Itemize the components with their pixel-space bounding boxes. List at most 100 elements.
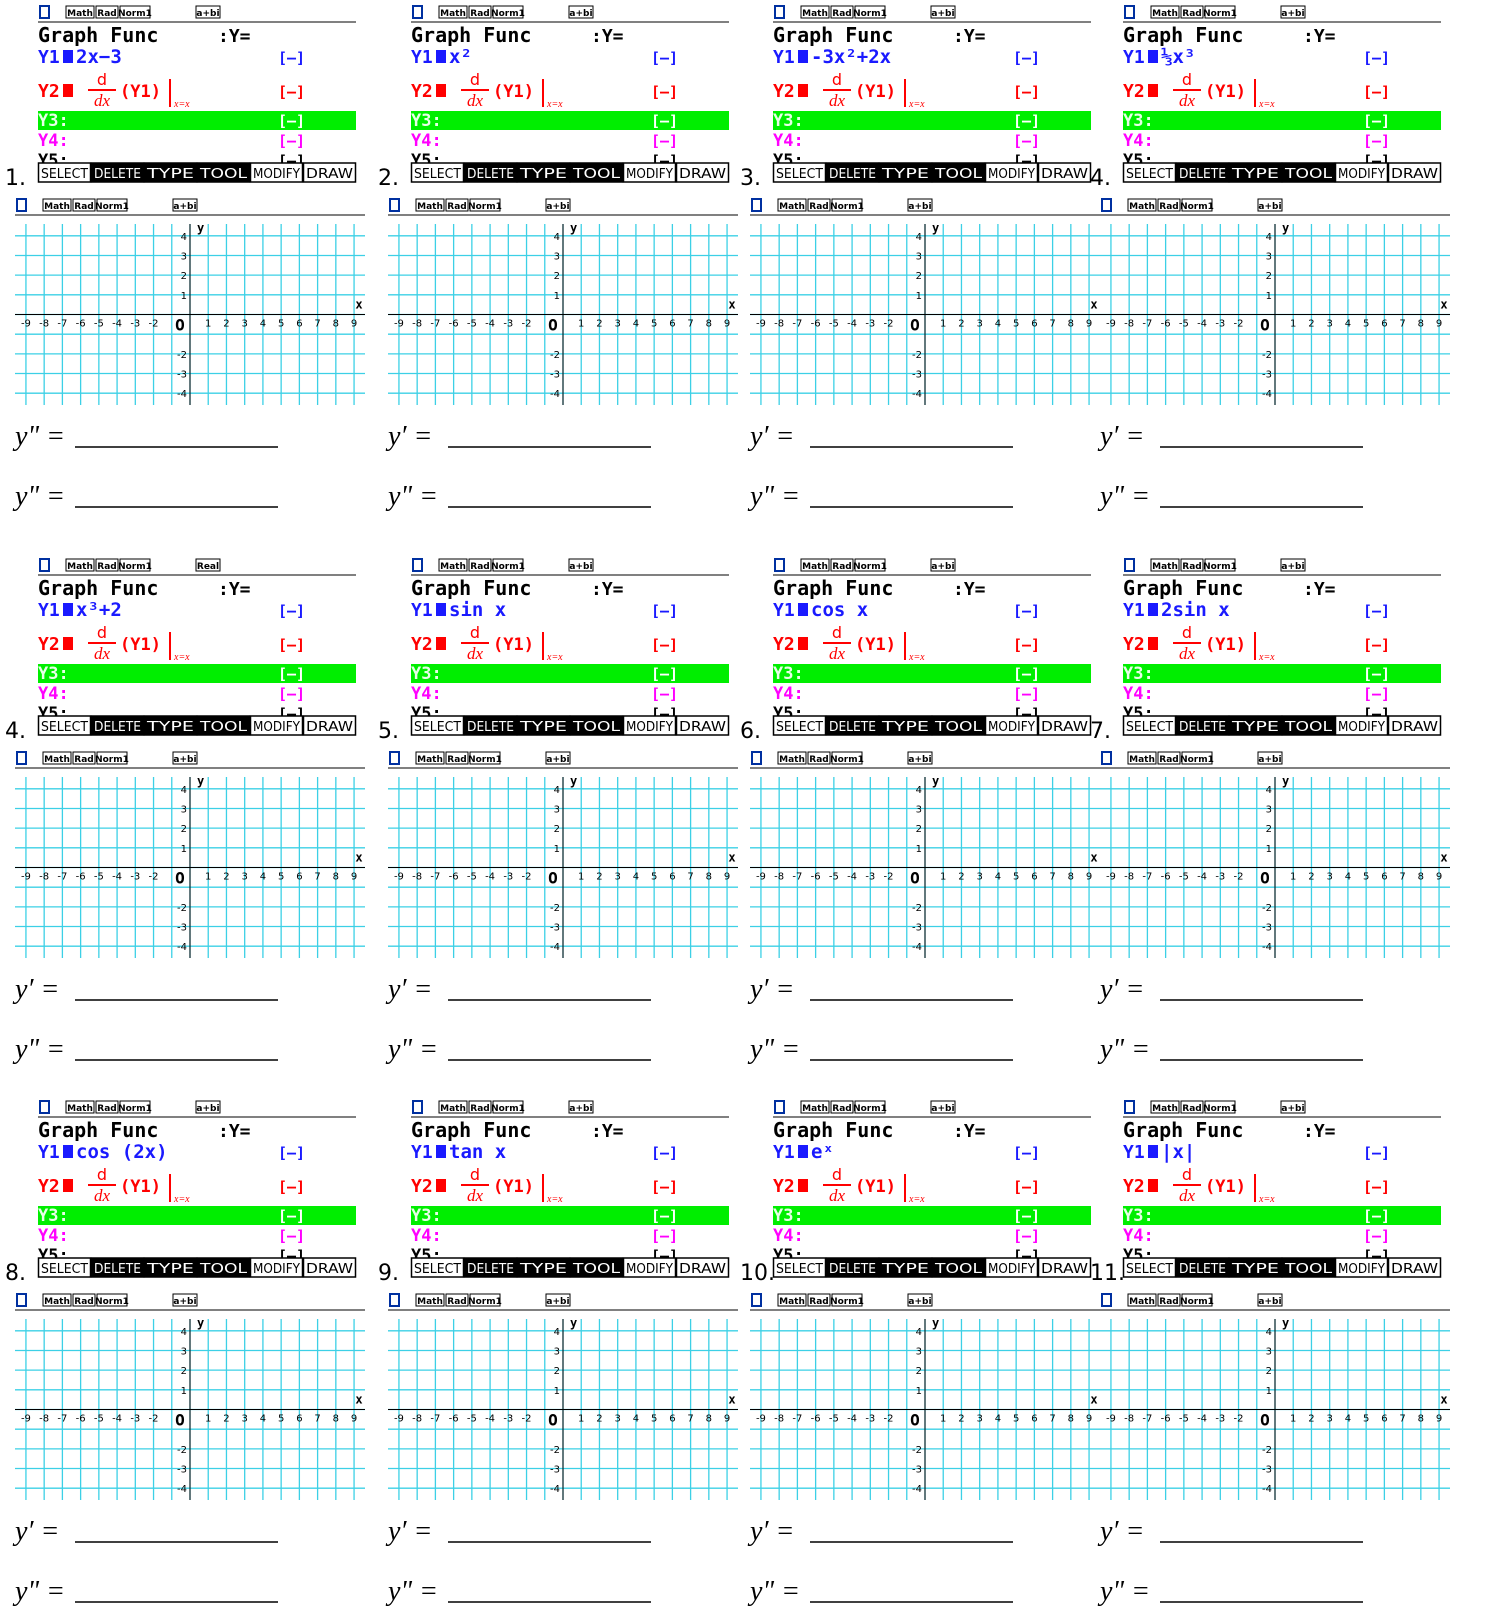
battery-icon <box>413 559 422 571</box>
y2-name: Y2 <box>773 634 795 655</box>
y-tick-label: 2 <box>181 271 187 282</box>
x-tick-label: 7 <box>1399 872 1405 883</box>
y-tick-label: 4 <box>554 232 560 243</box>
softkey-label: MODIFY <box>253 167 300 182</box>
x-axis-label: x <box>355 1393 362 1407</box>
x-tick-label: 6 <box>1381 872 1387 883</box>
y1-expression: 2sin x <box>1161 599 1230 621</box>
status-text: Rad <box>97 9 116 19</box>
x-tick-label: 5 <box>1363 872 1369 883</box>
x-tick-label: -5 <box>467 872 477 883</box>
y4-name: Y4: <box>1123 131 1154 151</box>
x-tick-label: -6 <box>449 319 459 330</box>
x-tick-label: 4 <box>633 1414 639 1425</box>
y1-style: [—] <box>1013 602 1040 620</box>
x-tick-label: -5 <box>1179 319 1189 330</box>
y-tick-label: -3 <box>177 370 187 381</box>
origin-label: O <box>1260 316 1270 335</box>
y-tick-label: -4 <box>912 1484 922 1495</box>
battery-icon <box>775 559 784 571</box>
status-text: Rad <box>74 1297 93 1307</box>
y2-style: [—] <box>1363 1178 1390 1196</box>
x-tick-label: -6 <box>76 319 86 330</box>
softkey-label: TYPE <box>1231 720 1279 735</box>
x-tick-label: -8 <box>1124 872 1134 883</box>
x-tick-label: 1 <box>205 1414 211 1425</box>
y-tick-label: 4 <box>181 1327 187 1338</box>
y1-style: [—] <box>1363 1144 1390 1162</box>
status-text: Math <box>1152 9 1178 19</box>
y3-highlight <box>411 664 729 683</box>
y4-style: [—] <box>1363 132 1390 150</box>
problem-number: 7. <box>1090 719 1111 744</box>
screen-title: Graph Func <box>1123 1118 1243 1142</box>
y-tick-label: -4 <box>912 389 922 400</box>
y2-select <box>436 1179 446 1192</box>
status-text: Norm1 <box>95 202 129 212</box>
x-tick-label: 6 <box>1031 872 1037 883</box>
deriv-den: dx <box>467 91 484 110</box>
deriv-at: x=x <box>908 99 925 110</box>
y2-select <box>63 637 73 650</box>
deriv-den: dx <box>1179 644 1196 663</box>
x-tick-label: -9 <box>394 872 404 883</box>
deriv-num: d <box>97 1165 107 1184</box>
answer-label: y′ = <box>385 421 432 452</box>
y-tick-label: 4 <box>916 232 922 243</box>
deriv-den: dx <box>467 644 484 663</box>
screen-mode: :Y= <box>591 579 624 600</box>
x-tick-label: 2 <box>1308 1414 1314 1425</box>
x-tick-label: -7 <box>57 1414 67 1425</box>
status-text: Norm1 <box>1203 9 1237 19</box>
y1-select <box>63 603 73 616</box>
deriv-den: dx <box>1179 1186 1196 1205</box>
status-text: Math <box>802 9 828 19</box>
y1-style: [—] <box>1013 1144 1040 1162</box>
softkey-label: TOOL <box>934 720 983 735</box>
y2-name: Y2 <box>38 634 60 655</box>
y-tick-label: -4 <box>1262 1484 1272 1495</box>
origin-label: O <box>1260 869 1270 888</box>
y-tick-label: 3 <box>554 1346 560 1357</box>
y1-expression: cos x <box>811 599 868 621</box>
y3-name: Y3: <box>1123 111 1154 131</box>
x-tick-label: -2 <box>522 872 532 883</box>
status-text: Norm1 <box>853 562 887 572</box>
status-text: Math <box>802 562 828 572</box>
problem-number: 4. <box>1090 166 1111 191</box>
x-tick-label: 2 <box>958 872 964 883</box>
y-tick-label: 2 <box>181 824 187 835</box>
y-tick-label: 1 <box>181 844 187 855</box>
deriv-arg: (Y1) <box>855 82 896 102</box>
problem-number: 2. <box>378 166 399 191</box>
y2-name: Y2 <box>773 81 795 102</box>
x-tick-label: 3 <box>977 872 983 883</box>
y2-select <box>798 1179 808 1192</box>
y-tick-label: 3 <box>916 1346 922 1357</box>
deriv-num: d <box>1182 1165 1192 1184</box>
deriv-num: d <box>832 1165 842 1184</box>
deriv-at: x=x <box>546 1194 563 1205</box>
status-text: Rad <box>447 202 466 212</box>
y-axis-label: y <box>1282 774 1289 788</box>
x-tick-label: 5 <box>1013 1414 1019 1425</box>
y1-style: [—] <box>278 1144 305 1162</box>
x-tick-label: 1 <box>205 319 211 330</box>
y3-name: Y3: <box>38 111 69 131</box>
x-tick-label: -5 <box>467 1414 477 1425</box>
softkey-label: TYPE <box>1231 167 1279 182</box>
screen-mode: :Y= <box>218 26 251 47</box>
x-tick-label: 2 <box>596 1414 602 1425</box>
x-tick-label: -7 <box>430 872 440 883</box>
status-text: Norm1 <box>1180 202 1214 212</box>
x-tick-label: 3 <box>977 319 983 330</box>
x-tick-label: 9 <box>1086 1414 1092 1425</box>
mode-text: a+bi <box>1281 1104 1304 1114</box>
y3-highlight <box>38 111 356 130</box>
x-axis-label: x <box>1090 851 1097 865</box>
x-axis-label: x <box>728 1393 735 1407</box>
y2-style: [—] <box>651 83 678 101</box>
deriv-at: x=x <box>1258 99 1275 110</box>
y-tick-label: 2 <box>916 824 922 835</box>
x-tick-label: -6 <box>76 1414 86 1425</box>
